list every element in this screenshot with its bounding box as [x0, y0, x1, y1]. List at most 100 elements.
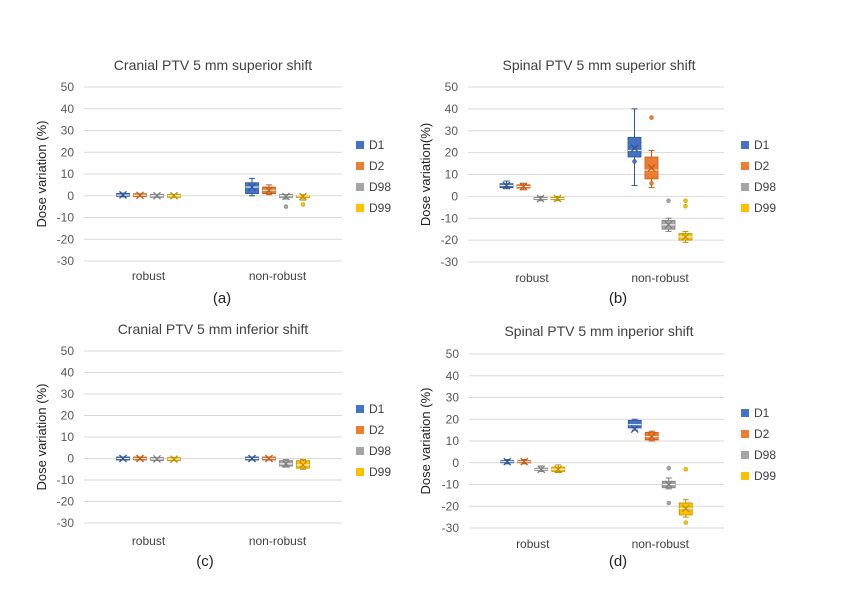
legend-swatch-d99	[741, 472, 749, 480]
chart-panel-c: Cranial PTV 5 mm inferior shift 50 40 30 20 1…	[34, 321, 391, 570]
mean-marker	[119, 454, 127, 463]
box-d99-non-robust	[678, 467, 693, 525]
legend-label-d99: D99	[369, 201, 391, 215]
y-axis-label: Dose variation (%)	[34, 121, 49, 228]
y-tick-label: 30	[445, 124, 459, 138]
x-category-label: robust	[515, 271, 549, 285]
mean-marker	[153, 454, 161, 463]
y-tick-label: -20	[57, 495, 75, 509]
y-tick-label: 30	[61, 387, 75, 401]
y-tick-label: 0	[452, 456, 459, 470]
box-d2-robust	[517, 457, 532, 466]
chart-panel-a: Cranial PTV 5 mm superior shift 50 40 30 20 1…	[34, 57, 391, 307]
box-d2-non-robust	[262, 184, 276, 196]
legend-label-d2: D2	[369, 159, 385, 173]
mean-marker	[537, 465, 546, 474]
legend-swatch-d98	[741, 183, 749, 191]
y-tick-label: 0	[451, 189, 458, 203]
mean-marker	[630, 425, 639, 433]
chart-title: Cranial PTV 5 mm inferior shift	[118, 321, 309, 337]
legend-swatch-d99	[741, 204, 749, 212]
legend-swatch-d1	[741, 141, 749, 149]
y-tick-label: -20	[441, 233, 459, 247]
mean-marker	[520, 457, 529, 466]
box-d2-robust	[133, 454, 147, 463]
legend-label-d1: D1	[369, 402, 385, 416]
x-category-label: non-robust	[249, 269, 307, 283]
mean-marker	[647, 163, 656, 172]
y-tick-label: 30	[61, 124, 75, 138]
y-tick-label: 40	[445, 102, 459, 116]
chart-title: Cranial PTV 5 mm superior shift	[114, 57, 313, 73]
box-d2-robust	[516, 182, 531, 191]
box-d99-non-robust	[678, 198, 693, 243]
box-d1-robust	[499, 180, 514, 190]
legend-label-d98: D98	[754, 180, 776, 194]
legend-swatch-d1	[356, 405, 364, 413]
mean-marker	[536, 194, 545, 203]
legend-label-d98: D98	[369, 444, 391, 458]
legend-label-d2: D2	[369, 423, 385, 437]
box-d99-non-robust	[296, 192, 310, 207]
y-tick-label: -10	[441, 211, 459, 225]
chart-title: Spinal PTV 5 mm superior shift	[503, 57, 696, 73]
mean-marker	[664, 220, 673, 229]
chart-title: Spinal PTV 5 mm inperior shift	[504, 323, 693, 339]
y-tick-label: -30	[57, 516, 75, 530]
box-body	[627, 419, 642, 429]
x-category-label: robust	[132, 534, 166, 548]
box-d1-non-robust	[627, 418, 642, 433]
y-tick-label: -20	[57, 232, 75, 246]
legend-swatch-d2	[356, 162, 364, 170]
x-category-label: robust	[132, 269, 166, 283]
mean-marker	[265, 186, 273, 195]
y-tick-label: 30	[446, 391, 460, 405]
mean-marker	[519, 182, 528, 191]
mean-marker	[136, 191, 144, 200]
outlier-point	[683, 467, 688, 472]
legend-label-d99: D99	[754, 469, 776, 483]
mean-marker	[248, 454, 256, 463]
outlier-point	[300, 202, 306, 207]
y-tick-label: -20	[442, 499, 460, 513]
legend-label-d2: D2	[754, 427, 770, 441]
mean-marker	[503, 457, 512, 466]
mean-marker	[153, 191, 161, 200]
outlier-point	[649, 181, 654, 186]
mean-marker	[248, 183, 256, 192]
legend-label-d98: D98	[369, 180, 391, 194]
box-d2-non-robust	[644, 115, 659, 189]
outlier-point	[683, 203, 688, 209]
x-category-label: non-robust	[631, 271, 689, 285]
y-tick-label: 40	[446, 369, 460, 383]
y-tick-label: -10	[57, 211, 75, 225]
mean-marker	[630, 144, 639, 153]
legend-swatch-d1	[356, 141, 364, 149]
box-d98-non-robust	[279, 192, 293, 209]
mean-marker	[502, 181, 511, 190]
box-d99-robust	[551, 464, 566, 474]
legend-swatch-d98	[356, 183, 364, 191]
y-tick-label: 0	[67, 189, 74, 203]
y-tick-label: 10	[61, 430, 75, 444]
y-tick-label: 40	[61, 102, 75, 116]
mean-marker	[554, 465, 563, 474]
outlier-point	[666, 500, 671, 506]
x-category-label: robust	[516, 537, 550, 551]
outlier-point	[632, 159, 637, 164]
legend-swatch-d98	[356, 447, 364, 455]
chart-panel-b: Spinal PTV 5 mm superior shift 50 40 30 20 10…	[418, 57, 776, 307]
box-d98-non-robust	[279, 459, 293, 468]
y-axis-label: Dose variation(%)	[418, 123, 433, 226]
legend-label-d99: D99	[754, 201, 776, 215]
y-tick-label: 20	[445, 146, 459, 160]
mean-marker	[170, 191, 178, 200]
mean-marker	[647, 432, 656, 441]
y-tick-label: 0	[67, 452, 74, 466]
box-d99-robust	[550, 194, 565, 203]
outlier-point	[666, 465, 671, 471]
box-d99-robust	[167, 191, 181, 200]
box-d1-robust	[500, 457, 515, 466]
mean-marker	[664, 480, 673, 489]
